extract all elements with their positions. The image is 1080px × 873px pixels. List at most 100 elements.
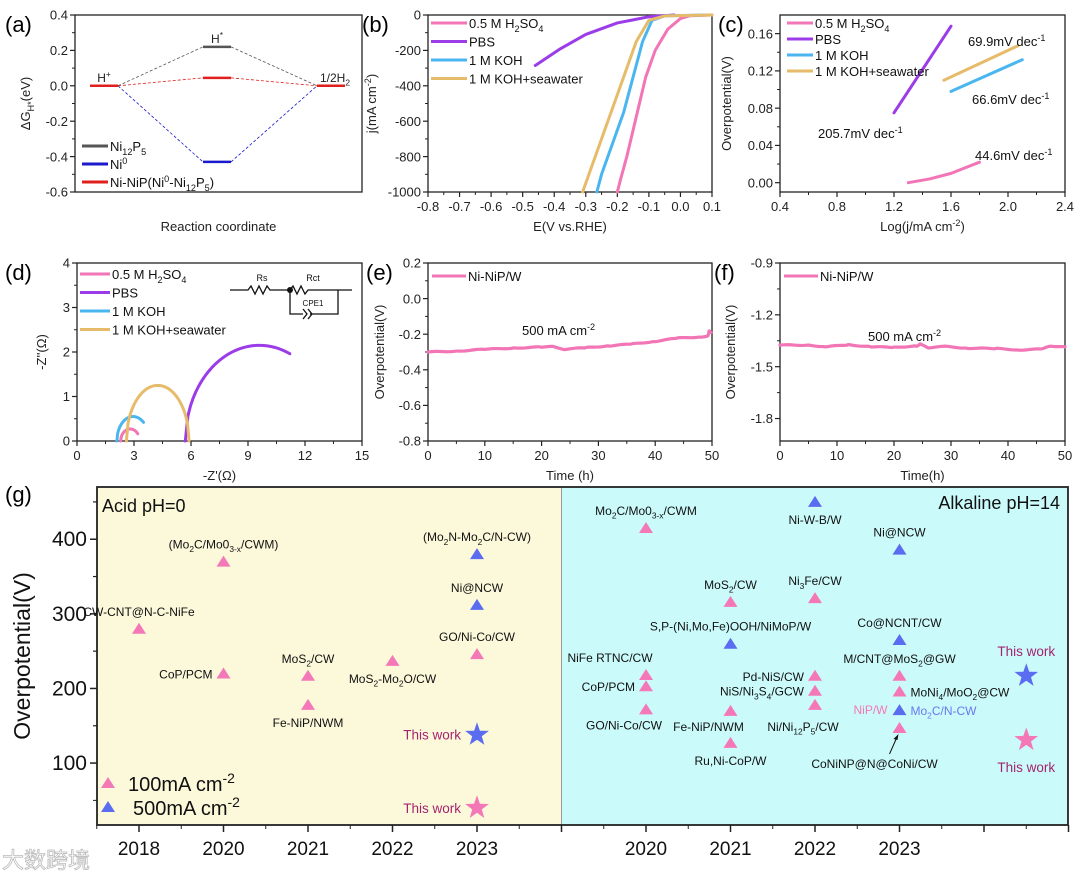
current-density-annotation: 500 mA cm-2	[522, 322, 595, 338]
y-tick-label: -400	[395, 78, 421, 93]
legend-label: Ni0	[110, 156, 127, 172]
lsv-curve	[615, 13, 714, 194]
x-tick-label: -0.8	[417, 199, 439, 214]
data-marker-triangle	[808, 495, 822, 507]
x-tick-label: 0.0	[671, 199, 689, 214]
x-tick-label: 20	[534, 448, 548, 463]
x-tick-label: 2023	[456, 839, 498, 860]
data-marker-triangle	[892, 543, 907, 555]
legend-label: PBS	[112, 286, 138, 301]
x-tick-label: 1.6	[942, 199, 960, 214]
data-point-label: GO/Ni-Co/CW	[439, 630, 516, 644]
legend-label: 1 M KOH+seawater	[112, 323, 226, 338]
y-tick-label: -0.6	[46, 185, 68, 200]
x-tick-label: 3	[130, 448, 137, 463]
y-tick-label: 0.2	[50, 43, 68, 58]
energy-path	[117, 85, 204, 163]
data-point-label: CoNiNP@N@CoNi/CW	[811, 757, 938, 771]
state-label: H*	[211, 30, 224, 46]
data-point-label: Ru,Ni-CoP/W	[694, 754, 767, 768]
y-axis-label: Overpotential(V)	[9, 572, 35, 739]
alkaline-region-title: Alkaline pH=14	[938, 493, 1060, 513]
data-marker-triangle	[385, 654, 400, 666]
x-tick-label: -0.6	[480, 199, 502, 214]
y-tick-label: -600	[395, 114, 421, 129]
this-work-star-marker	[465, 795, 489, 818]
x-tick-label: 20	[887, 448, 901, 463]
data-marker-triangle	[132, 622, 146, 634]
data-marker-triangle	[723, 637, 738, 649]
energy-path	[117, 77, 204, 87]
y-tick-label: 4	[63, 256, 70, 271]
data-point-label: Ni-W-B/W	[788, 513, 842, 527]
data-marker-triangle	[892, 704, 907, 716]
panel-label-e: (e)	[366, 260, 393, 285]
y-tick-label: 2	[63, 345, 70, 360]
legend-label: Ni-NiP/W	[820, 269, 874, 284]
x-tick-label: 0.8	[828, 199, 846, 214]
x-axis-label: -Z'(Ω)	[203, 468, 236, 483]
data-point-label: MoS2-Mo2O/CW	[349, 672, 437, 689]
data-marker-triangle	[639, 522, 653, 534]
x-tick-label: 0	[424, 448, 431, 463]
legend-label: 0.5 M H2SO4	[815, 16, 889, 34]
data-point-label: GO/Ni-Co/CW	[586, 718, 663, 732]
x-tick-label: 0.4	[771, 199, 789, 214]
plot-frame	[779, 262, 1066, 442]
y-tick-label: 200	[52, 677, 87, 700]
nyquist-arc	[183, 343, 292, 443]
x-tick-label: 9	[244, 448, 251, 463]
legend-label: 100mA cm-2	[128, 770, 235, 796]
resistor-wires	[230, 284, 352, 296]
data-marker-triangle	[639, 669, 653, 681]
panel-a: 0.4 0.2 0.0 -0.2 -0.4 -0.6 Reaction coordinate…	[18, 8, 363, 234]
y-tick-label: -0.2	[399, 327, 421, 342]
y-tick-label: 300	[52, 603, 87, 626]
x-tick-label: 2022	[794, 839, 836, 860]
x-axis-label: Time(h)	[900, 468, 944, 483]
x-tick-label: 2018	[118, 839, 160, 860]
y-tick-label: 0.0	[403, 291, 421, 306]
legend-label: 500mA cm-2	[133, 794, 240, 820]
y-tick-label: 0	[63, 434, 70, 449]
legend-label: 0.5 M H2SO4	[469, 16, 543, 34]
data-marker-triangle	[639, 703, 653, 715]
equivalent-circuit-inset: Rs Rct CPE1	[230, 273, 352, 320]
data-marker-triangle	[470, 548, 484, 560]
state-label: H+	[97, 69, 111, 85]
data-point-label: Co@NCNT/CW	[857, 616, 942, 630]
x-axis-label: E(V vs.RHE)	[533, 219, 607, 234]
legend-label: 1 M KOH	[815, 48, 868, 63]
tafel-slope-label: 66.6mV dec-1	[972, 91, 1049, 107]
y-tick-label: 0	[414, 8, 421, 23]
x-tick-label: 0	[776, 448, 783, 463]
x-tick-label: 12	[298, 448, 312, 463]
legend-label: PBS	[815, 32, 841, 47]
tafel-slope-label: 44.6mV dec-1	[975, 147, 1052, 163]
x-tick-label: 2.4	[1056, 199, 1074, 214]
this-work-label: This work	[997, 644, 1055, 659]
data-marker-triangle	[892, 685, 907, 697]
legend-label: PBS	[469, 35, 495, 50]
nyquist-arc	[124, 383, 191, 443]
legend-label: 1 M KOH	[112, 304, 165, 319]
x-tick-label: 2021	[287, 839, 329, 860]
stability-curve	[778, 342, 1067, 352]
y-tick-label: -0.8	[399, 434, 421, 449]
data-point-label: S,P-(Ni,Mo,Fe)OOH/NiMoP/W	[650, 620, 812, 634]
data-marker-triangle	[301, 698, 315, 710]
alkaline-region	[561, 487, 1068, 825]
data-point-label: NiS/Ni3S4/GCW	[720, 685, 805, 702]
x-tick-label: 15	[355, 448, 369, 463]
y-axis-label: -Z''(Ω)	[34, 334, 49, 370]
energy-path	[230, 85, 318, 163]
circuit-rct-label: Rct	[306, 273, 320, 283]
data-point-label: M/CNT@MoS2@GW	[843, 652, 956, 669]
plot-frame	[427, 262, 713, 442]
cpe-element	[289, 290, 339, 320]
x-tick-label: 2020	[625, 839, 667, 860]
tafel-slope-label: 205.7mV dec-1	[818, 125, 903, 141]
legend-label: Ni-NiP/W	[468, 269, 522, 284]
panel-b: -0.8 -0.7 -0.6 -0.5 -0.4 -0.3 -0.2 -0.1 0.0 0.1 0 -…	[363, 8, 721, 234]
data-point-label: Mo2C/N-CW	[911, 704, 978, 721]
